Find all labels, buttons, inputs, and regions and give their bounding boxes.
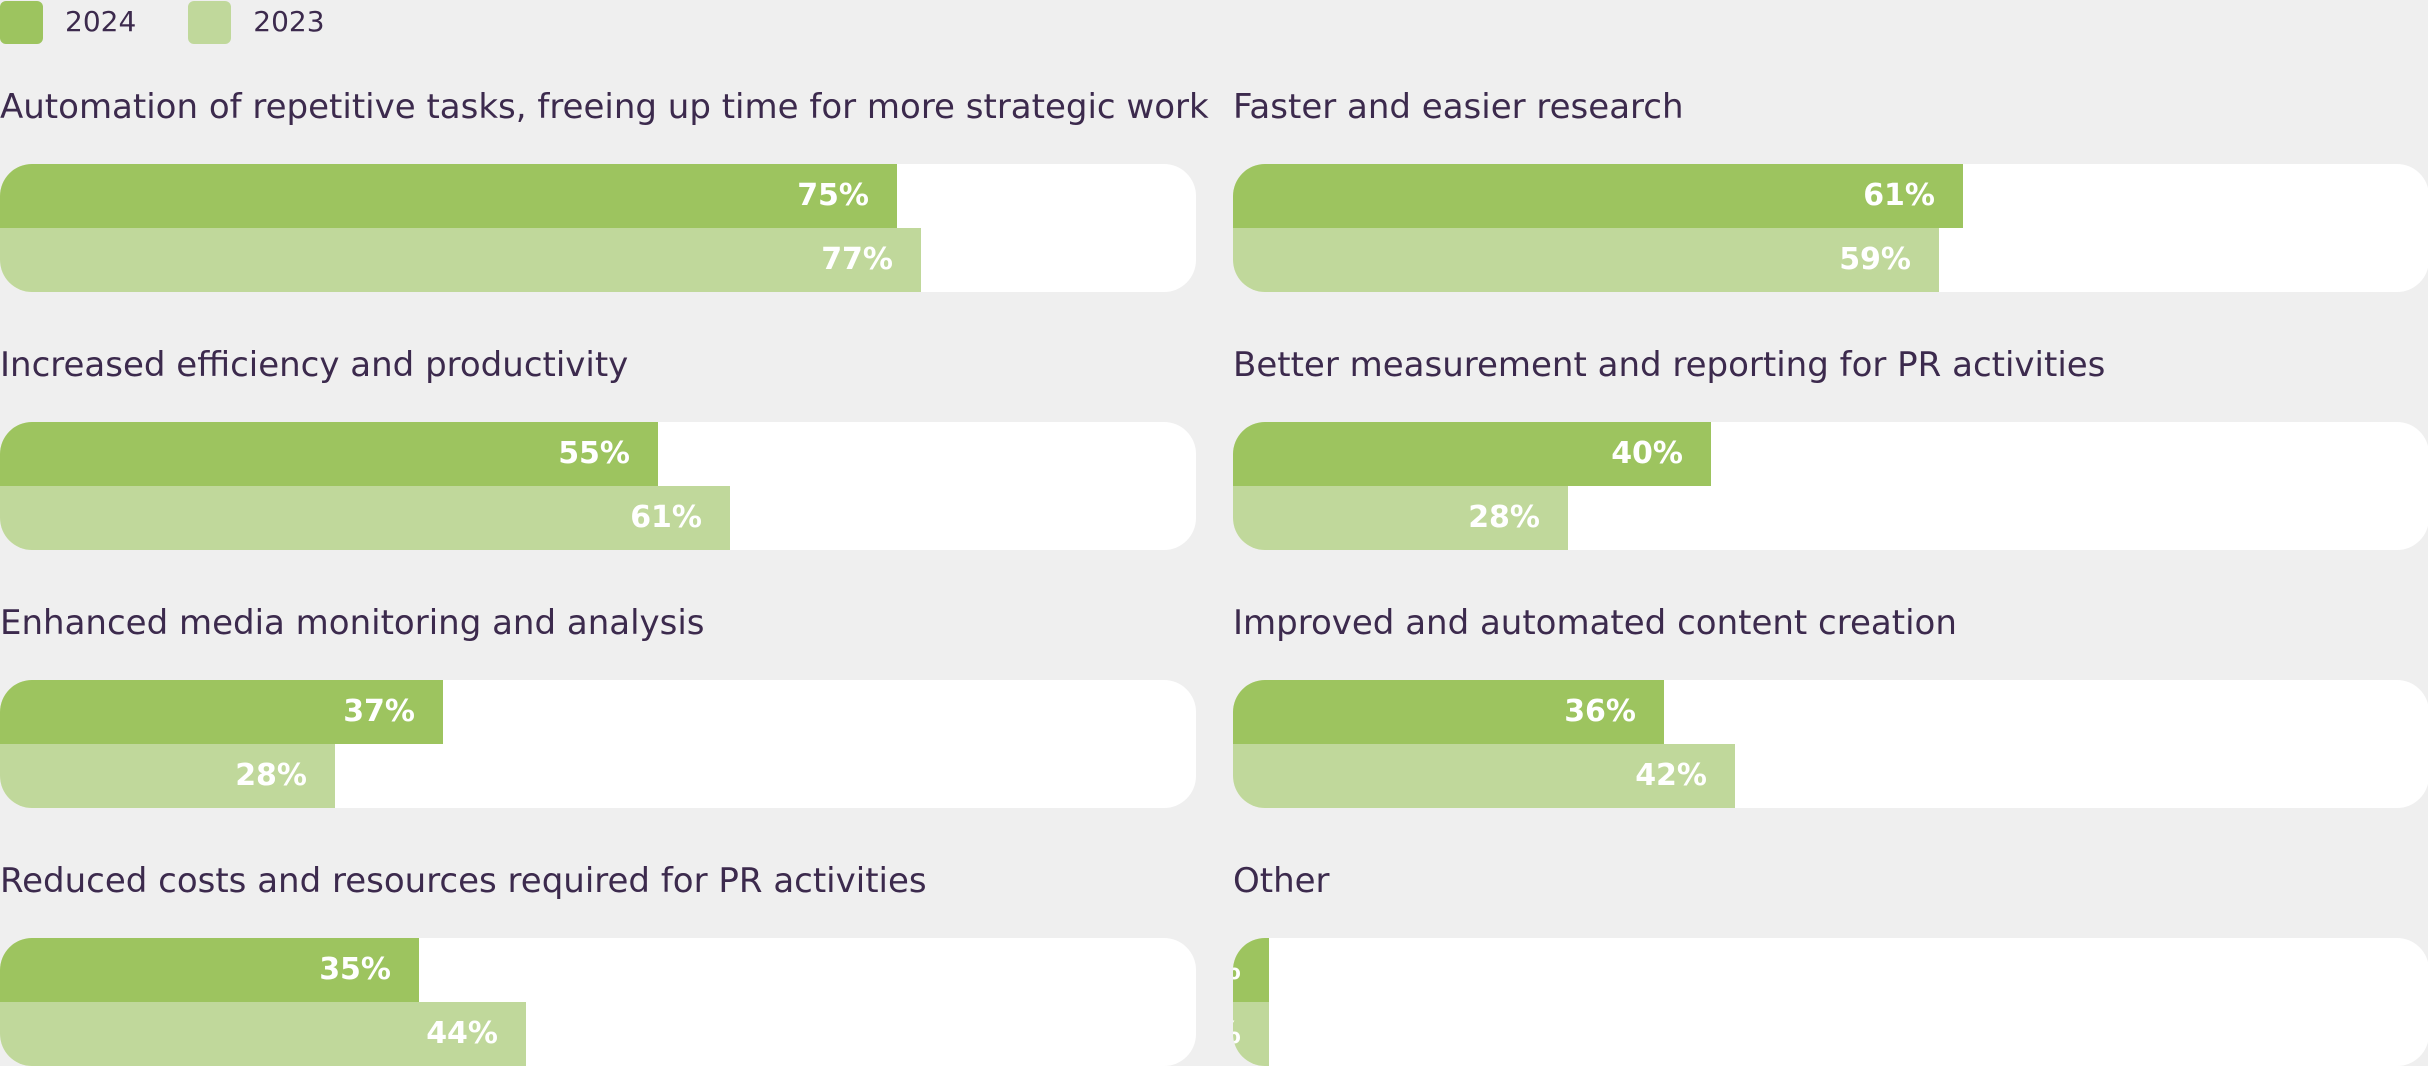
panel-title: Automation of repetitive tasks, freeing … — [0, 87, 1209, 127]
bar-2024: 61% — [1233, 164, 1963, 228]
panel-title: Better measurement and reporting for PR … — [1233, 345, 2106, 385]
bar-track: 40% 28% — [1233, 422, 2428, 550]
bar-2023: 44% — [0, 1002, 526, 1066]
bar-value-label: 77% — [821, 242, 893, 277]
bar-2024: 3% — [1233, 938, 1269, 1002]
bar-2024: 36% — [1233, 680, 1664, 744]
bar-value-label: 3% — [1233, 1002, 1241, 1066]
bar-value-label: 61% — [630, 500, 702, 535]
bar-value-label: 75% — [797, 178, 869, 213]
bar-2024: 37% — [0, 680, 443, 744]
bar-track: 36% 42% — [1233, 680, 2428, 808]
chart-panel: Improved and automated content creation 3… — [1233, 594, 2428, 808]
bar-value-label: 42% — [1635, 758, 1707, 793]
bar-value-label: 3% — [1233, 938, 1241, 1002]
bar-track: 75% 77% — [0, 164, 1196, 292]
bar-value-label: 61% — [1863, 178, 1935, 213]
bar-value-label: 36% — [1564, 694, 1636, 729]
bar-value-label: 40% — [1611, 436, 1683, 471]
bar-2023: 61% — [0, 486, 730, 550]
chart-panel: Automation of repetitive tasks, freeing … — [0, 78, 1209, 292]
bar-value-label: 55% — [558, 436, 630, 471]
bar-track: 35% 44% — [0, 938, 1196, 1066]
panel-title: Improved and automated content creation — [1233, 603, 1957, 643]
bar-2023: 42% — [1233, 744, 1735, 808]
legend-item-2023: 2023 — [188, 0, 325, 44]
bar-2024: 55% — [0, 422, 658, 486]
bar-track: 55% 61% — [0, 422, 1196, 550]
bar-2023: 77% — [0, 228, 921, 292]
bar-track: 61% 59% — [1233, 164, 2428, 292]
panel-title: Increased efficiency and productivity — [0, 345, 629, 385]
bar-track: 3%3% — [1233, 938, 2428, 1066]
panel-title: Reduced costs and resources required for… — [0, 861, 927, 901]
chart-legend: 2024 2023 — [0, 0, 377, 44]
chart-panel: Increased efficiency and productivity 55%… — [0, 336, 1196, 550]
legend-label-2023: 2023 — [253, 5, 325, 38]
legend-swatch-2023 — [188, 0, 232, 44]
bar-value-label: 28% — [1468, 500, 1540, 535]
bar-value-label: 44% — [426, 1016, 498, 1051]
bar-track: 37% 28% — [0, 680, 1196, 808]
panel-title: Faster and easier research — [1233, 87, 1684, 127]
panel-title: Other — [1233, 861, 1330, 901]
panel-title: Enhanced media monitoring and analysis — [0, 603, 705, 643]
bar-2024: 35% — [0, 938, 419, 1002]
bar-value-label: 59% — [1839, 242, 1911, 277]
bar-2024: 75% — [0, 164, 897, 228]
legend-item-2024: 2024 — [0, 0, 136, 44]
bar-value-label: 37% — [343, 694, 415, 729]
chart-panel: Faster and easier research 61% 59% — [1233, 78, 2428, 292]
bar-2024: 40% — [1233, 422, 1711, 486]
chart-panel: Better measurement and reporting for PR … — [1233, 336, 2428, 550]
bar-value-label: 35% — [319, 952, 391, 987]
bar-2023: 59% — [1233, 228, 1939, 292]
bar-chart-grid: Automation of repetitive tasks, freeing … — [0, 78, 2428, 1066]
bar-value-label: 28% — [235, 758, 307, 793]
bar-2023: 3% — [1233, 1002, 1269, 1066]
chart-panel: Enhanced media monitoring and analysis 37… — [0, 594, 1196, 808]
bar-2023: 28% — [1233, 486, 1568, 550]
legend-swatch-2024 — [0, 0, 43, 44]
bar-2023: 28% — [0, 744, 335, 808]
legend-label-2024: 2024 — [65, 5, 137, 38]
